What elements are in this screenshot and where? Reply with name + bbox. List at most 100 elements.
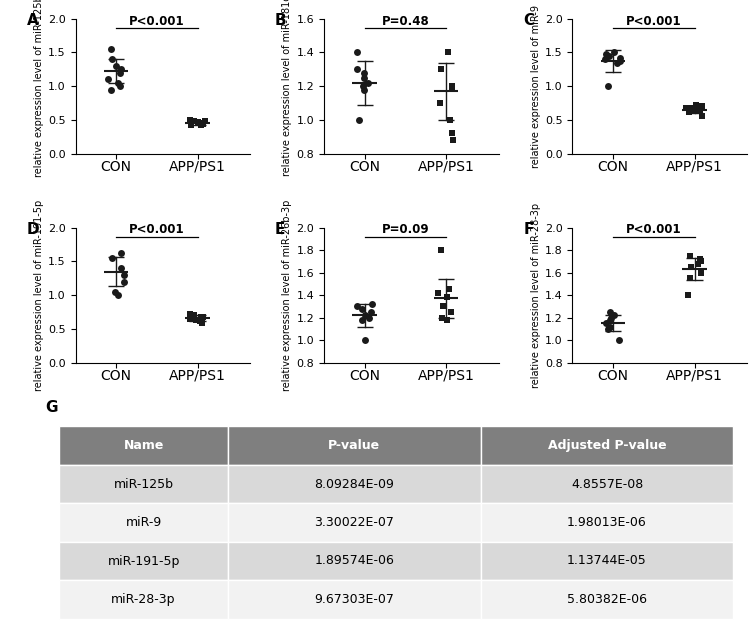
Point bbox=[435, 64, 447, 74]
Point bbox=[362, 78, 374, 88]
Point bbox=[696, 101, 708, 111]
Point bbox=[447, 135, 459, 145]
Text: 1.89574E-06: 1.89574E-06 bbox=[314, 554, 394, 568]
Point bbox=[613, 335, 625, 345]
Point bbox=[602, 324, 614, 334]
Text: 5.80382E-06: 5.80382E-06 bbox=[567, 593, 647, 606]
Bar bbox=[481, 542, 733, 580]
Text: C: C bbox=[523, 13, 535, 28]
Point bbox=[106, 54, 118, 64]
Point bbox=[193, 118, 205, 127]
Bar bbox=[60, 465, 228, 503]
Bar bbox=[60, 426, 228, 465]
Point bbox=[441, 292, 453, 302]
Point bbox=[105, 84, 117, 94]
Point bbox=[608, 48, 620, 58]
Point bbox=[611, 58, 623, 68]
Point bbox=[116, 263, 128, 273]
Point bbox=[118, 270, 130, 280]
Point bbox=[695, 105, 707, 115]
Y-axis label: relative expression level of miR-26b-3p: relative expression level of miR-26b-3p bbox=[282, 199, 292, 391]
Bar bbox=[60, 580, 228, 619]
Point bbox=[195, 119, 207, 129]
Point bbox=[432, 288, 444, 298]
Point bbox=[695, 256, 707, 266]
Point bbox=[685, 262, 697, 272]
Text: A: A bbox=[26, 13, 39, 28]
Point bbox=[363, 312, 375, 322]
Point bbox=[184, 309, 196, 319]
Point bbox=[437, 301, 449, 311]
Text: P=0.48: P=0.48 bbox=[381, 14, 430, 28]
Point bbox=[183, 115, 196, 125]
Point bbox=[356, 315, 368, 325]
Y-axis label: relative expression level of miR-191-5p: relative expression level of miR-191-5p bbox=[34, 199, 44, 391]
Point bbox=[366, 299, 378, 309]
Text: P<0.001: P<0.001 bbox=[129, 14, 185, 28]
Point bbox=[446, 81, 458, 91]
Text: 1.13744E-05: 1.13744E-05 bbox=[567, 554, 647, 568]
Point bbox=[199, 116, 211, 126]
Point bbox=[603, 51, 615, 61]
Point bbox=[358, 68, 370, 78]
Point bbox=[359, 84, 371, 94]
Point bbox=[602, 81, 614, 91]
Point bbox=[115, 64, 127, 74]
Text: miR-125b: miR-125b bbox=[113, 478, 174, 491]
Point bbox=[599, 49, 612, 59]
Point bbox=[114, 81, 126, 91]
Point bbox=[680, 103, 692, 113]
Point bbox=[118, 277, 130, 287]
Point bbox=[188, 311, 200, 321]
Point bbox=[192, 117, 204, 127]
Y-axis label: relative expression level of miR-9: relative expression level of miR-9 bbox=[531, 4, 541, 168]
Point bbox=[445, 128, 458, 138]
Bar bbox=[228, 542, 481, 580]
Point bbox=[685, 273, 697, 283]
Point bbox=[683, 107, 695, 117]
Point bbox=[690, 100, 702, 110]
Point bbox=[359, 311, 371, 321]
Point bbox=[353, 115, 365, 125]
Point bbox=[359, 335, 371, 345]
Bar bbox=[481, 503, 733, 542]
Point bbox=[600, 318, 612, 328]
Point bbox=[110, 61, 122, 71]
Text: P<0.001: P<0.001 bbox=[129, 224, 185, 236]
Point bbox=[436, 312, 448, 322]
Point bbox=[694, 254, 706, 264]
Bar bbox=[60, 542, 228, 580]
Point bbox=[599, 54, 612, 64]
Point bbox=[196, 119, 208, 129]
Point bbox=[185, 120, 197, 130]
Point bbox=[351, 48, 363, 58]
Point bbox=[195, 312, 207, 322]
Point bbox=[436, 245, 448, 255]
Point bbox=[188, 116, 200, 126]
Text: B: B bbox=[275, 13, 287, 28]
Text: 4.8557E-08: 4.8557E-08 bbox=[571, 478, 643, 491]
Text: P<0.001: P<0.001 bbox=[626, 14, 682, 28]
Point bbox=[195, 118, 207, 128]
Point bbox=[692, 259, 704, 269]
Point bbox=[441, 315, 453, 325]
Point bbox=[359, 72, 371, 82]
Point bbox=[696, 111, 708, 121]
Point bbox=[604, 321, 616, 331]
Text: 1.98013E-06: 1.98013E-06 bbox=[567, 516, 647, 529]
Bar bbox=[228, 580, 481, 619]
Text: 8.09284E-09: 8.09284E-09 bbox=[314, 478, 394, 491]
Text: P<0.001: P<0.001 bbox=[626, 224, 682, 236]
Text: 9.67303E-07: 9.67303E-07 bbox=[314, 593, 394, 606]
Bar bbox=[228, 503, 481, 542]
Point bbox=[115, 248, 127, 258]
Text: G: G bbox=[45, 400, 58, 415]
Point bbox=[684, 251, 696, 261]
Point bbox=[196, 318, 208, 328]
Point bbox=[685, 102, 697, 112]
Point bbox=[357, 81, 369, 91]
Point bbox=[351, 64, 363, 74]
Text: miR-9: miR-9 bbox=[125, 516, 162, 529]
Point bbox=[115, 68, 127, 78]
Point bbox=[608, 311, 620, 321]
